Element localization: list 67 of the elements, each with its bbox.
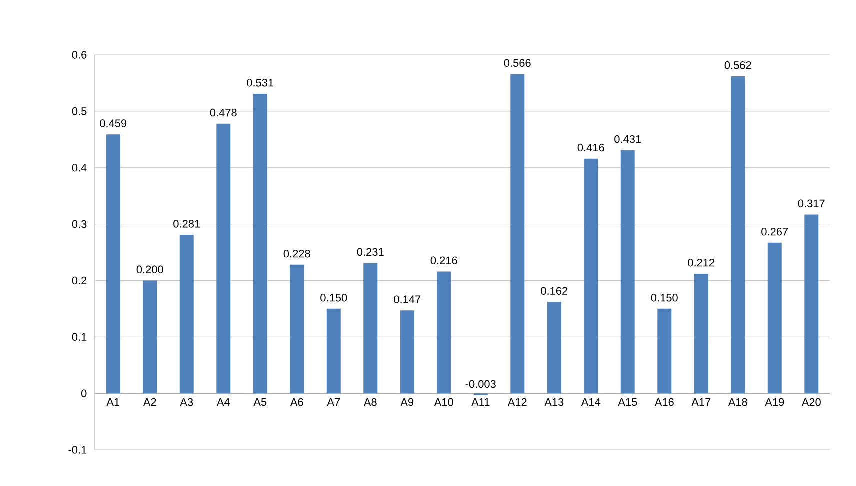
data-label: 0.281	[174, 220, 200, 228]
y-tick-label: 0.1	[72, 333, 87, 342]
x-tick-label: A11	[472, 398, 490, 406]
x-tick-label: A10	[434, 398, 454, 406]
data-label: 0.228	[284, 250, 310, 258]
bar	[547, 302, 562, 394]
data-label: -0.003	[466, 380, 496, 388]
bar	[106, 134, 120, 394]
bar	[658, 308, 672, 394]
x-tick-label: A13	[544, 398, 564, 406]
data-label: 0.562	[724, 62, 752, 70]
y-tick-label: 0.2	[72, 276, 87, 285]
bar	[400, 310, 414, 394]
data-label: 0.162	[541, 287, 568, 295]
bar	[253, 94, 268, 394]
data-label: 0.459	[100, 120, 127, 128]
data-label: 0.317	[798, 200, 825, 208]
bar	[804, 214, 819, 394]
data-label: 0.531	[247, 79, 274, 87]
bar	[620, 150, 635, 394]
x-tick-label: A2	[143, 398, 156, 406]
y-tick-label: 0.3	[72, 220, 87, 228]
bar	[694, 274, 708, 394]
bar	[731, 76, 746, 394]
data-label: 0.416	[578, 144, 604, 152]
y-tick-label: 0	[81, 390, 87, 398]
bar	[437, 272, 452, 394]
x-tick-label: A8	[364, 398, 377, 406]
data-label: 0.212	[688, 259, 715, 267]
x-tick-label: A1	[106, 398, 120, 406]
x-tick-label: A17	[692, 398, 711, 406]
x-tick-label: A4	[216, 398, 230, 406]
x-tick-label: A12	[508, 398, 527, 406]
data-label: 0.431	[614, 135, 642, 144]
bar	[326, 308, 341, 394]
data-label: 0.150	[651, 294, 678, 302]
data-label: 0.150	[320, 294, 348, 302]
x-tick-label: A20	[802, 398, 821, 406]
bar	[290, 264, 304, 394]
x-tick-label: A7	[327, 398, 340, 406]
bar	[364, 263, 378, 394]
data-label: 0.478	[210, 108, 237, 117]
data-label: 0.231	[357, 248, 384, 256]
bar	[584, 158, 598, 394]
x-tick-label: A14	[581, 398, 601, 406]
x-tick-label: A16	[654, 398, 674, 406]
bar	[143, 280, 158, 394]
y-tick-label: -0.1	[68, 446, 87, 454]
x-tick-label: A5	[254, 398, 267, 406]
x-tick-label: A18	[728, 398, 748, 406]
bar	[768, 242, 782, 394]
x-tick-label: A3	[180, 398, 194, 406]
data-label: 0.216	[430, 256, 458, 265]
y-tick-label: 0.6	[72, 51, 87, 59]
y-tick-label: 0.4	[72, 164, 87, 172]
x-tick-label: A9	[400, 398, 414, 406]
bar	[180, 235, 194, 394]
bar	[510, 74, 525, 394]
bar	[216, 124, 231, 394]
x-tick-label: A19	[765, 398, 784, 406]
data-label: 0.200	[136, 266, 164, 274]
data-label: 0.147	[394, 296, 421, 304]
data-label: 0.566	[504, 59, 531, 68]
y-tick-label: 0.5	[72, 108, 87, 116]
data-label: 0.267	[762, 228, 788, 236]
x-tick-label: A6	[290, 398, 304, 406]
x-tick-label: A15	[618, 398, 638, 406]
